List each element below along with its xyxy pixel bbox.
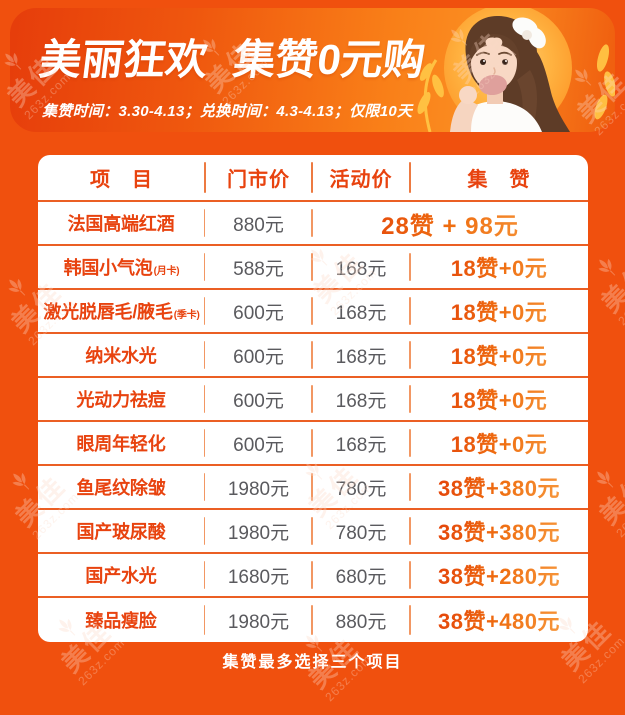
- item-name: 国产玻尿酸: [76, 522, 166, 542]
- activity-price: 168元: [312, 334, 411, 376]
- finger-heart-hand: [459, 86, 477, 104]
- likes-value: 18赞+0元: [410, 422, 588, 464]
- item-cell: 鱼尾纹除皱: [38, 466, 205, 508]
- brand-flower-icon: [12, 472, 30, 490]
- watermark-brand: 美佳: [593, 467, 625, 531]
- header-likes: 集 赞: [467, 169, 531, 191]
- banner-title-part2: 集赞0元购: [230, 36, 428, 83]
- table-row: 激光脱唇毛/腋毛 (季卡) 600元 168元 18赞+0元: [38, 290, 588, 334]
- header-activity-price: 活动价: [312, 155, 411, 200]
- price-table: 项 目 门市价 活动价 集 赞 法国高端红酒 880元 28赞 + 98元 韩国…: [38, 155, 588, 642]
- item-name: 鱼尾纹除皱: [76, 478, 166, 498]
- retail-price: 600元: [205, 422, 313, 464]
- likes-value: 18赞+0元: [410, 290, 588, 332]
- item-note: (季卡): [173, 310, 200, 321]
- header-retail-price: 门市价: [205, 155, 313, 200]
- table-row: 臻品瘦脸 1980元 880元 38赞+480元: [38, 598, 588, 642]
- right-brow: [498, 51, 512, 56]
- retail-price: 588元: [205, 246, 313, 288]
- item-name: 韩国小气泡: [63, 258, 153, 278]
- model-figure: [450, 15, 570, 132]
- item-name: 法国高端红酒: [67, 214, 175, 234]
- watermark-site: 263z.com: [613, 487, 625, 540]
- likes-value: 18赞+0元: [410, 378, 588, 420]
- activity-price: 168元: [312, 422, 411, 464]
- likes-value: 18赞+0元: [410, 334, 588, 376]
- left-eye: [480, 59, 486, 65]
- table-row: 光动力祛痘 600元 168元 18赞+0元: [38, 378, 588, 422]
- item-cell: 臻品瘦脸: [38, 598, 205, 642]
- activity-price: 680元: [312, 554, 411, 596]
- model-photo: [417, 8, 615, 132]
- mouth-patch: [479, 74, 507, 96]
- table-row: 国产玻尿酸 1980元 780元 38赞+380元: [38, 510, 588, 554]
- likes-value: 28赞 + 98元: [312, 202, 588, 244]
- table-body: 法国高端红酒 880元 28赞 + 98元 韩国小气泡 (月卡) 588元 168…: [38, 202, 588, 642]
- item-name: 臻品瘦脸: [85, 611, 157, 631]
- retail-price: 1980元: [205, 466, 313, 508]
- table-header-row: 项 目 门市价 活动价 集 赞: [38, 155, 588, 202]
- item-cell: 法国高端红酒: [38, 202, 205, 244]
- right-eye: [502, 59, 508, 65]
- item-name: 纳米水光: [85, 346, 157, 366]
- retail-price: 600元: [205, 290, 313, 332]
- leaf-decoration: [417, 44, 615, 132]
- item-cell: 激光脱唇毛/腋毛 (季卡): [38, 290, 205, 332]
- table-row: 眼周年轻化 600元 168元 18赞+0元: [38, 422, 588, 466]
- header-item: 项 目: [38, 155, 206, 200]
- table-row: 纳米水光 600元 168元 18赞+0元: [38, 334, 588, 378]
- likes-value: 38赞+280元: [410, 554, 588, 596]
- likes-value: 38赞+380元: [410, 466, 588, 508]
- face: [471, 36, 517, 90]
- retail-price: 600元: [205, 378, 313, 420]
- watermark-brand: 美佳: [595, 255, 625, 319]
- item-cell: 光动力祛痘: [38, 378, 205, 420]
- table-row: 国产水光 1680元 680元 38赞+280元: [38, 554, 588, 598]
- table-row: 鱼尾纹除皱 1980元 780元 38赞+380元: [38, 466, 588, 510]
- table-row: 韩国小气泡 (月卡) 588元 168元 18赞+0元: [38, 246, 588, 290]
- item-name: 激光脱唇毛/腋毛: [43, 302, 173, 322]
- banner-title-part1: 美丽狂欢: [36, 36, 211, 83]
- item-note: (月卡): [153, 266, 180, 277]
- item-cell: 国产玻尿酸: [38, 510, 205, 552]
- activity-price: 780元: [312, 466, 411, 508]
- hair-bow-icon: [512, 17, 546, 49]
- item-cell: 纳米水光: [38, 334, 205, 376]
- footer-note: 集赞最多选择三个项目: [222, 654, 403, 671]
- retail-price: 600元: [205, 334, 313, 376]
- left-brow: [476, 51, 490, 56]
- banner-subtitle: 集赞时间：3.30-4.13；兑换时间：4.3-4.13；仅限10天: [42, 103, 413, 120]
- retail-price: 1980元: [205, 510, 313, 552]
- brand-flower-icon: [596, 470, 614, 488]
- item-name: 眼周年轻化: [76, 434, 166, 454]
- activity-price: 168元: [312, 246, 411, 288]
- retail-price: 1980元: [205, 598, 313, 642]
- bangs: [468, 34, 520, 66]
- activity-price: 880元: [312, 598, 411, 642]
- likes-value: 38赞+480元: [410, 598, 588, 642]
- item-cell: 韩国小气泡 (月卡): [38, 246, 205, 288]
- item-name: 光动力祛痘: [76, 390, 166, 410]
- banner-title: 美丽狂欢 集赞0元购: [36, 26, 429, 87]
- item-cell: 国产水光: [38, 554, 205, 596]
- activity-price: 780元: [312, 510, 411, 552]
- promo-banner: 美丽狂欢 集赞0元购 集赞时间：3.30-4.13；兑换时间：4.3-4.13；…: [10, 8, 615, 132]
- activity-price: 168元: [312, 378, 411, 420]
- likes-value: 18赞+0元: [410, 246, 588, 288]
- retail-price: 1680元: [205, 554, 313, 596]
- retail-price: 880元: [205, 202, 313, 244]
- brand-flower-icon: [8, 278, 26, 296]
- item-cell: 眼周年轻化: [38, 422, 205, 464]
- likes-value: 38赞+380元: [410, 510, 588, 552]
- activity-price: 168元: [312, 290, 411, 332]
- watermark-site: 263z.com: [615, 275, 625, 328]
- brand-flower-icon: [598, 258, 616, 276]
- table-row: 法国高端红酒 880元 28赞 + 98元: [38, 202, 588, 246]
- nose: [493, 67, 496, 75]
- raised-arm: [450, 98, 478, 132]
- item-name: 国产水光: [85, 566, 157, 586]
